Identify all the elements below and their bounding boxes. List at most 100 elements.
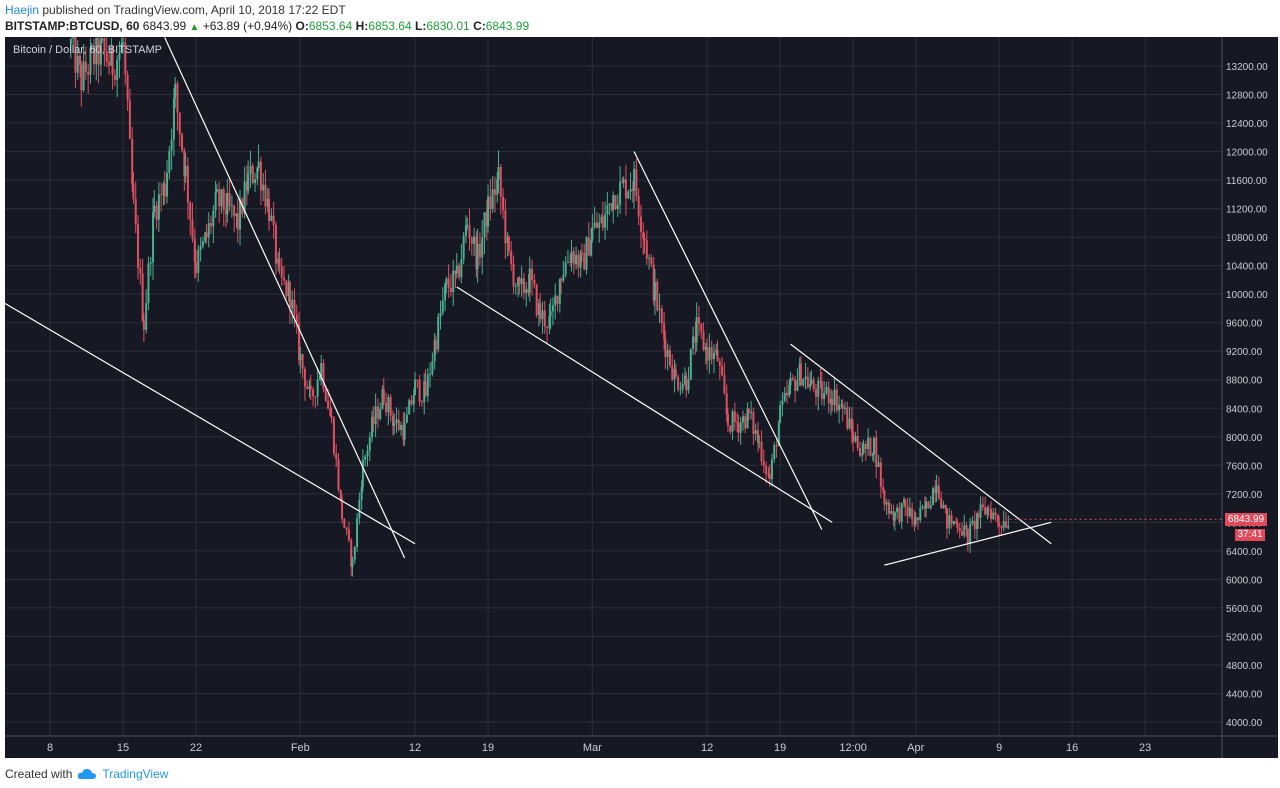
candle-body xyxy=(721,365,724,376)
candle-body xyxy=(925,501,928,509)
candle-body xyxy=(82,61,85,91)
candle-body xyxy=(841,404,844,409)
candle-body xyxy=(320,363,323,376)
candle-body xyxy=(624,179,627,199)
candle-body xyxy=(347,529,350,541)
candle-body xyxy=(391,415,394,427)
candle-body xyxy=(449,287,452,293)
time-tick-label: Mar xyxy=(583,742,602,754)
candle-body xyxy=(537,303,540,316)
time-tick-label: 15 xyxy=(117,742,129,754)
chart-area[interactable]: 4000.00 4400.00 4800.00 5200.00 5600.00 6000.… xyxy=(5,37,1278,758)
candle-body xyxy=(652,264,655,301)
price-tick-label: 10800.00 xyxy=(1226,233,1268,244)
candle-body xyxy=(502,196,505,211)
candle-body xyxy=(779,405,782,423)
candle-body xyxy=(809,384,812,388)
price-tick-label: 12800.00 xyxy=(1226,91,1268,102)
trend-line xyxy=(456,286,833,523)
candle-body xyxy=(831,399,834,406)
candle-body xyxy=(353,546,356,561)
candle-body xyxy=(445,278,448,285)
candle-body xyxy=(712,352,715,359)
candle-body xyxy=(245,181,248,192)
candle-body xyxy=(664,339,667,357)
candle-body xyxy=(572,251,575,265)
candle-body xyxy=(775,445,778,447)
candle-body xyxy=(802,378,805,386)
candle-body xyxy=(162,183,165,195)
candle-body xyxy=(455,265,458,274)
candle-body xyxy=(852,431,855,442)
trend-line xyxy=(633,151,823,530)
candle-body xyxy=(330,416,333,418)
time-tick-label: 22 xyxy=(190,742,202,754)
candle-body xyxy=(429,373,432,375)
candle-body xyxy=(314,396,317,398)
candle-body xyxy=(270,215,273,221)
candle-body xyxy=(366,450,369,457)
candle-body xyxy=(266,198,269,207)
candle-body xyxy=(322,363,325,389)
candle-body xyxy=(942,504,945,509)
candle-body xyxy=(937,485,940,499)
candle-body xyxy=(829,399,832,404)
candle-body xyxy=(163,183,166,197)
candle-body xyxy=(958,527,961,532)
candle-body xyxy=(166,172,169,197)
candle-body xyxy=(562,274,565,281)
candle-body xyxy=(389,396,392,416)
candle-body xyxy=(590,239,593,256)
footer: Created with TradingView xyxy=(5,765,168,783)
candle-body xyxy=(288,282,291,309)
candle-body xyxy=(848,418,851,429)
candle-body xyxy=(512,263,515,287)
candle-body xyxy=(674,368,677,377)
candle-body xyxy=(332,417,335,454)
candle-body xyxy=(527,288,530,293)
candle-body xyxy=(806,376,809,388)
candle-body xyxy=(308,385,311,389)
candle-body xyxy=(560,278,563,281)
candle-body xyxy=(186,165,189,203)
candle-body xyxy=(716,349,719,362)
candle-body xyxy=(468,224,471,239)
candle-body xyxy=(856,435,859,449)
tradingview-link[interactable]: TradingView xyxy=(102,767,169,781)
candle-body xyxy=(814,389,817,397)
candle-body xyxy=(141,273,144,321)
candle-body xyxy=(872,437,875,455)
candle-body xyxy=(579,252,582,268)
author-link[interactable]: Haejin xyxy=(5,3,40,17)
time-tick-label: 19 xyxy=(774,742,786,754)
candle-body xyxy=(725,393,728,414)
chart-svg[interactable]: 4000.00 4400.00 4800.00 5200.00 5600.00 6000.… xyxy=(5,37,1278,758)
candle-body xyxy=(278,258,281,267)
candle-body xyxy=(539,303,542,320)
candle-body xyxy=(97,37,100,65)
candle-body xyxy=(992,512,995,519)
candle-body xyxy=(277,258,280,264)
candle-body xyxy=(339,489,342,499)
candle-body xyxy=(201,241,204,247)
candle-body xyxy=(149,262,152,264)
candle-body xyxy=(518,277,521,285)
candle-body xyxy=(254,179,257,183)
candle-body xyxy=(184,165,187,177)
candle-body xyxy=(923,506,926,509)
candle-body xyxy=(820,382,823,400)
candle-body xyxy=(247,173,250,192)
published-text: published on TradingView.com, April 10, … xyxy=(42,3,346,17)
candle-body xyxy=(631,189,634,191)
candle-body xyxy=(969,523,972,544)
candle-body xyxy=(517,277,520,286)
candle-body xyxy=(683,375,686,384)
candle-body xyxy=(434,340,437,350)
candle-body xyxy=(955,520,958,523)
candle-body xyxy=(546,326,549,328)
candle-body xyxy=(335,453,338,460)
candle-body xyxy=(157,194,160,220)
candle-body xyxy=(426,374,429,397)
candle-body xyxy=(645,240,648,259)
candle-body xyxy=(99,40,102,65)
